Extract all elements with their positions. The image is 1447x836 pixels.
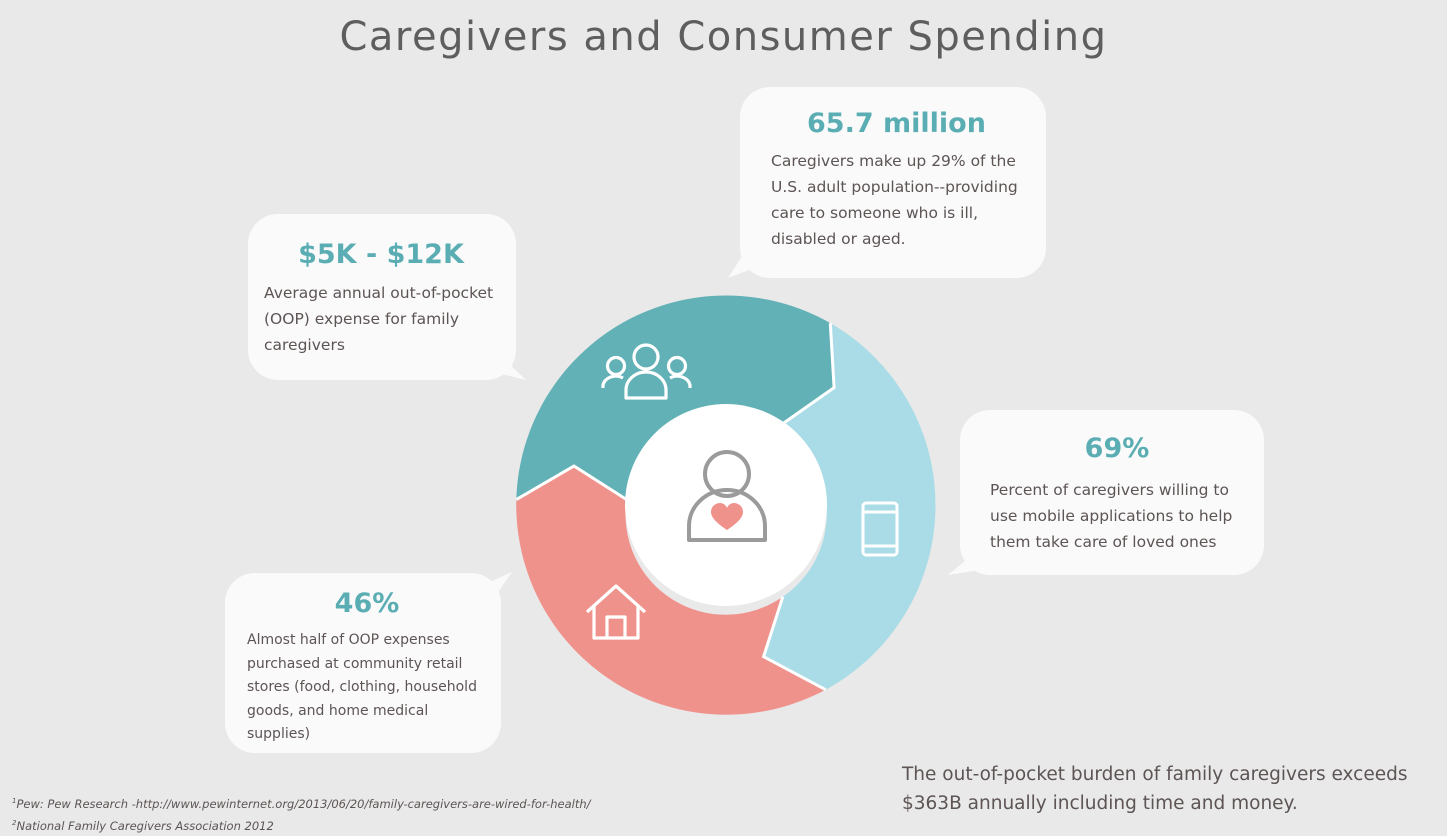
card-oop-text: Average annual out-of-pocket (OOP) expen… [264,284,494,354]
card-mobile-stat: 69% [1084,433,1150,464]
page-title: Caregivers and Consumer Spending [339,14,1108,60]
segment-salmon [516,466,826,715]
group-icon [601,343,692,400]
summary-text: The out-of-pocket burden of family careg… [902,764,1408,814]
card-population-text: Caregivers make up 29% of the U.S. adult… [771,152,1018,248]
footnotes: 1Pew: Pew Research -http://www.pewintern… [12,792,591,836]
segment-light-blue [763,323,936,690]
footnote-1: 1Pew: Pew Research -http://www.pewintern… [12,796,591,811]
caregiver-heart-icon [687,450,767,542]
house-icon [585,584,647,640]
card-retail: 46% Almost half of OOP expenses purchase… [225,573,501,753]
card-mobile: 69% Percent of caregivers willing to use… [960,410,1264,575]
center-circle [625,404,827,606]
segment-teal [516,295,835,500]
card-population: 65.7 million Caregivers make up 29% of t… [740,87,1046,278]
card-oop-stat: $5K - $12K [298,239,464,270]
card-population-stat: 65.7 million [807,108,986,139]
card-oop: $5K - $12K Average annual out-of-pocket … [248,214,516,380]
card-retail-text: Almost half of OOP expenses purchased at… [247,632,477,742]
mobile-phone-icon [861,501,899,557]
card-retail-stat: 46% [334,588,400,619]
card-mobile-text: Percent of caregivers willing to use mob… [990,481,1233,551]
footnote-2: 2National Family Caregivers Association … [12,818,274,833]
